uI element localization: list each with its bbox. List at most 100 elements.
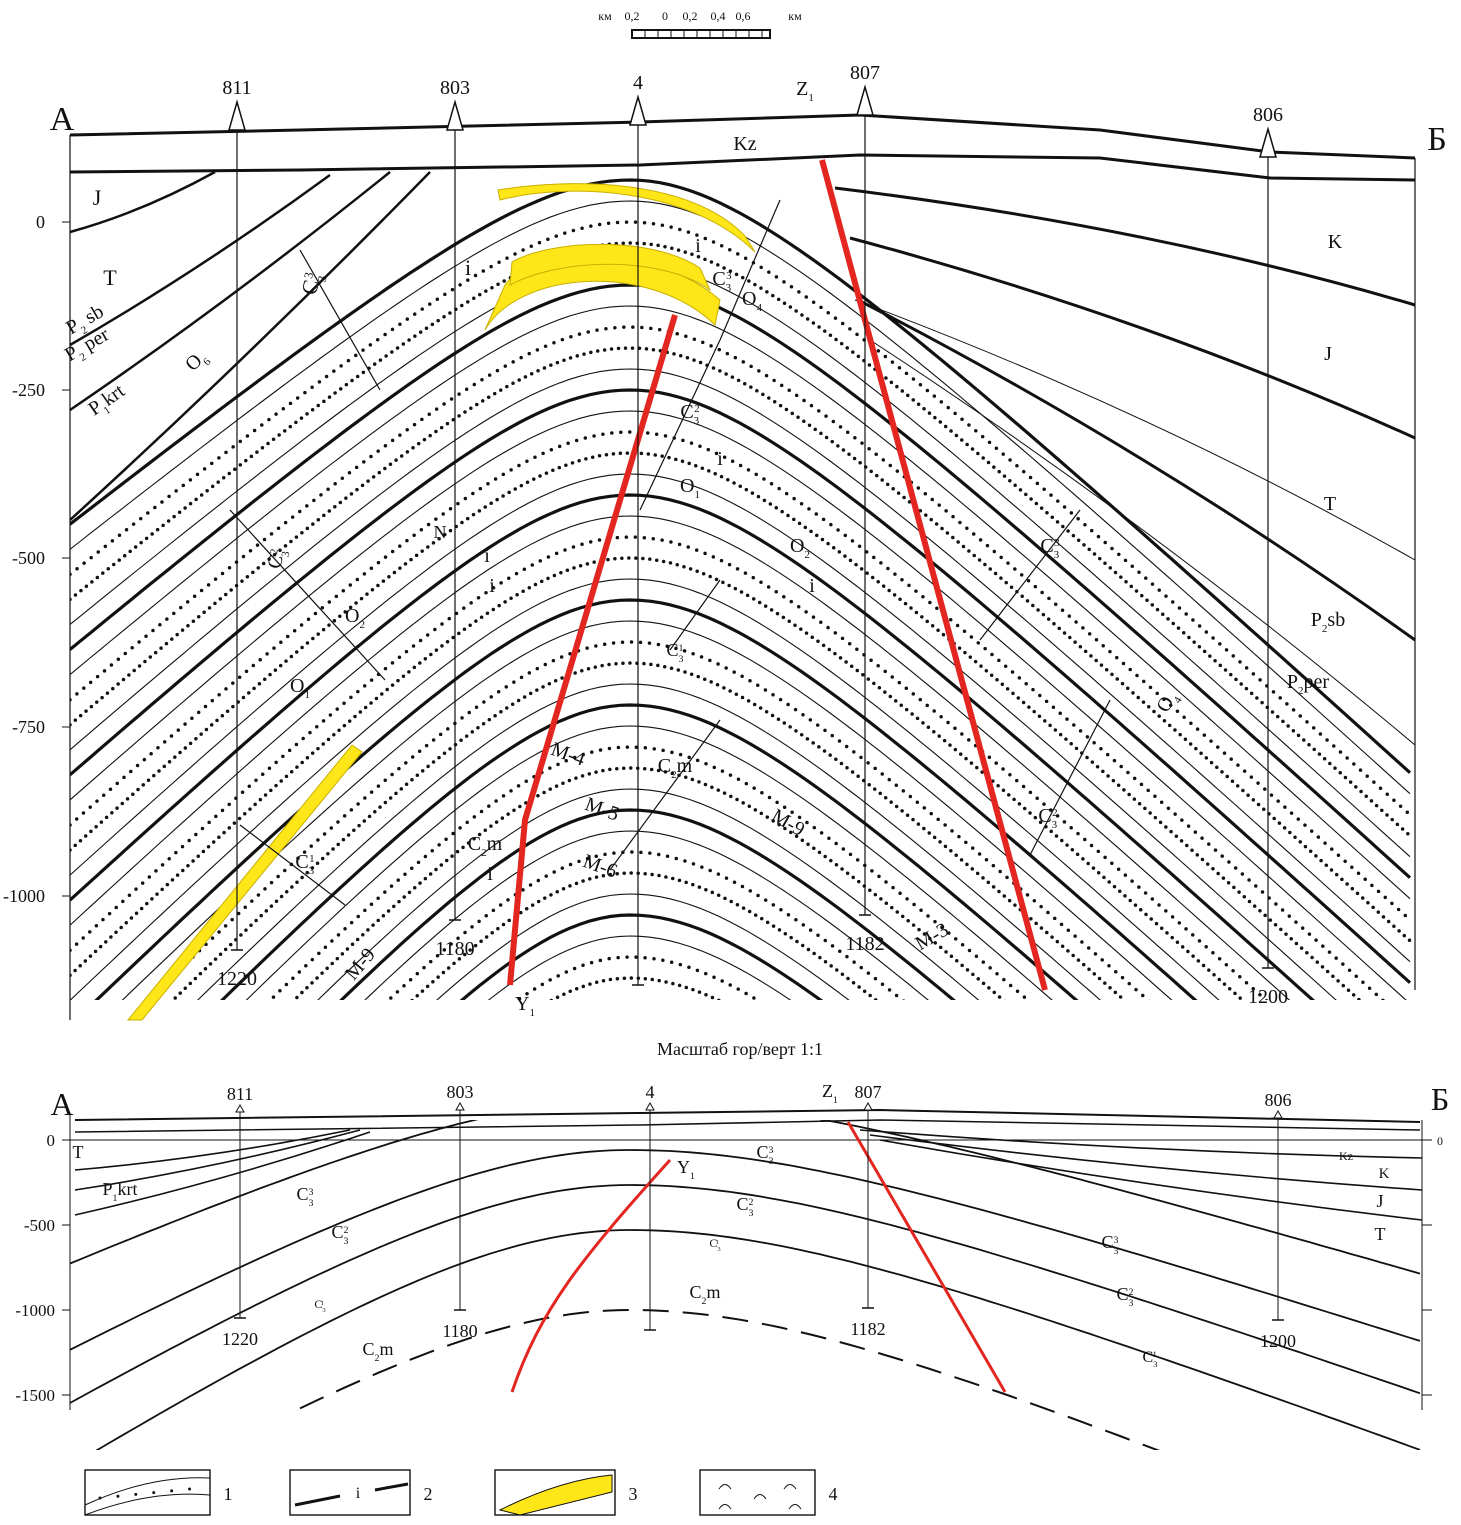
label-part: N — [434, 522, 447, 542]
formation-label: J — [1324, 343, 1332, 365]
label-part: m — [379, 1339, 393, 1359]
text-label: 807 — [850, 62, 880, 84]
stratum-line — [70, 621, 1410, 1214]
stratum-line — [70, 852, 1410, 1445]
kz-base — [75, 1120, 1420, 1132]
text-label: 0,2 — [625, 9, 640, 23]
text-label: 1182 — [850, 1319, 885, 1339]
formation-label: C2m — [690, 1282, 721, 1307]
stratum-line — [70, 390, 1410, 983]
text-label: 0,2 — [683, 9, 698, 23]
kz-base — [70, 155, 1415, 180]
text-label: -250 — [12, 380, 45, 400]
text-label: -500 — [24, 1216, 55, 1235]
label-part: K — [1379, 1166, 1390, 1182]
formation-label: M-9 — [768, 805, 809, 841]
label-part: C — [468, 833, 481, 855]
label-part: 1 — [833, 1095, 838, 1106]
label-part: Y — [677, 1157, 690, 1177]
label-part: per — [1304, 671, 1330, 693]
arrow — [300, 250, 380, 390]
reservoir — [498, 184, 755, 252]
formation-label: Z1 — [822, 1081, 838, 1106]
stratum-line — [850, 238, 1415, 438]
label-part: J — [1376, 1191, 1383, 1211]
label-part: C — [1142, 1349, 1153, 1366]
formation-label: C31 — [709, 1236, 721, 1253]
formation-label: Y1 — [677, 1157, 695, 1182]
stratum-line — [70, 180, 1410, 773]
formation-label: i — [487, 863, 493, 885]
label-part: 3 — [280, 550, 293, 558]
strata — [70, 1100, 1422, 1520]
fault — [848, 1122, 1005, 1392]
label-part: M-9 — [768, 805, 809, 841]
formation-label: i — [717, 448, 723, 470]
legend-sample — [719, 1485, 731, 1490]
formation-label: M-4 — [548, 738, 588, 770]
label-part: i — [809, 575, 815, 597]
text-label: 2 — [424, 1484, 433, 1504]
text-label: Масштаб гор/верт 1:1 — [657, 1039, 823, 1059]
text-label: 3 — [629, 1484, 638, 1504]
label-part: 3 — [1113, 1235, 1118, 1246]
well-symbol — [1274, 1111, 1282, 1118]
legend-sample — [295, 1484, 408, 1505]
label-part: T — [1324, 493, 1336, 515]
text-label: 1 — [224, 1484, 233, 1504]
label-part: T — [73, 1142, 84, 1162]
label-part: C — [690, 1282, 702, 1302]
label-part: 2 — [748, 1197, 753, 1208]
label-part: m — [706, 1282, 720, 1302]
stratum-line — [855, 300, 1415, 560]
text-label: 4 — [829, 1484, 838, 1504]
stratum-line — [70, 831, 1410, 1424]
legend-sample — [719, 1505, 731, 1510]
formation-label: N — [434, 522, 447, 542]
label-part: 3 — [726, 282, 732, 294]
text-label: Б — [1431, 1081, 1449, 1117]
text-label: 4 — [633, 72, 643, 94]
formation-label: i — [695, 235, 701, 257]
legend-sample — [500, 1475, 612, 1515]
label-part: C — [363, 1339, 375, 1359]
formation-label: M-6 — [580, 850, 620, 882]
label-part: O — [290, 675, 304, 697]
formation-label: Kz — [1339, 1149, 1353, 1163]
label-part: 2 — [1128, 1287, 1133, 1298]
label-part: C — [1102, 1232, 1114, 1252]
label-part: 3 — [717, 1246, 721, 1253]
label-part: i — [489, 575, 495, 597]
label-part: Z — [796, 78, 808, 100]
formation-label: J — [1376, 1191, 1383, 1211]
formation-label: C32 — [1117, 1284, 1134, 1309]
formation-label: K — [1328, 231, 1343, 253]
label-part: 3 — [1129, 1298, 1134, 1309]
formation-label: M-5 — [582, 793, 622, 825]
label-part: 4 — [756, 302, 762, 314]
text-label: i — [356, 1485, 361, 1502]
well-symbol — [630, 97, 646, 125]
formation-label: C33 — [712, 268, 732, 294]
label-part: 3 — [308, 1187, 313, 1198]
label-part: 1 — [678, 643, 683, 654]
formation-label: Z1 — [796, 78, 814, 104]
formation-label: C31 — [1142, 1349, 1158, 1369]
label-part: i — [695, 235, 701, 257]
well-symbol — [456, 1103, 464, 1110]
label-part: 1 — [529, 1007, 535, 1019]
well-symbol — [1260, 129, 1276, 157]
text-label: 0 — [47, 1131, 56, 1150]
label-part: 3 — [322, 1307, 326, 1314]
stratum-line — [70, 453, 1410, 1046]
formation-label: J — [93, 185, 102, 210]
label-part: O — [742, 288, 756, 310]
text-label: 1200 — [1260, 1331, 1296, 1351]
well-symbol — [447, 102, 463, 130]
label-part: Y — [515, 993, 529, 1015]
label-part: 1 — [321, 1300, 324, 1307]
geologic-sections: км0,200,20,40,6км81112208031180480711828… — [0, 0, 1461, 1520]
label-part: C — [737, 1194, 749, 1214]
stratum-line — [70, 873, 1410, 1466]
